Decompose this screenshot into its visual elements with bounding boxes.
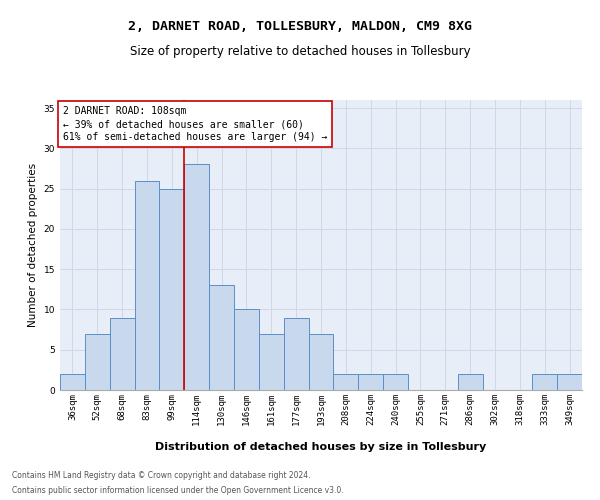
Text: Size of property relative to detached houses in Tollesbury: Size of property relative to detached ho… xyxy=(130,45,470,58)
Bar xyxy=(85,334,110,390)
Bar xyxy=(458,374,482,390)
Bar xyxy=(334,374,358,390)
Bar xyxy=(160,188,184,390)
Text: Contains public sector information licensed under the Open Government Licence v3: Contains public sector information licen… xyxy=(12,486,344,495)
Y-axis label: Number of detached properties: Number of detached properties xyxy=(28,163,38,327)
Bar xyxy=(383,374,408,390)
Bar xyxy=(259,334,284,390)
Bar xyxy=(284,318,308,390)
Bar xyxy=(134,180,160,390)
Bar xyxy=(209,286,234,390)
Bar xyxy=(557,374,582,390)
Bar xyxy=(184,164,209,390)
Text: 2, DARNET ROAD, TOLLESBURY, MALDON, CM9 8XG: 2, DARNET ROAD, TOLLESBURY, MALDON, CM9 … xyxy=(128,20,472,33)
Text: Distribution of detached houses by size in Tollesbury: Distribution of detached houses by size … xyxy=(155,442,487,452)
Bar xyxy=(358,374,383,390)
Bar xyxy=(532,374,557,390)
Text: Contains HM Land Registry data © Crown copyright and database right 2024.: Contains HM Land Registry data © Crown c… xyxy=(12,471,311,480)
Bar xyxy=(110,318,134,390)
Bar xyxy=(234,310,259,390)
Bar xyxy=(60,374,85,390)
Bar xyxy=(308,334,334,390)
Text: 2 DARNET ROAD: 108sqm
← 39% of detached houses are smaller (60)
61% of semi-deta: 2 DARNET ROAD: 108sqm ← 39% of detached … xyxy=(62,106,327,142)
